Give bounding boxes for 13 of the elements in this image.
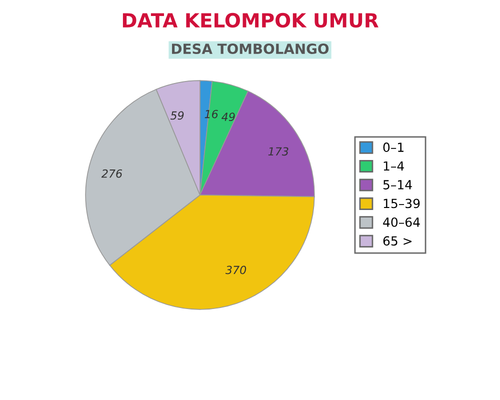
data-label: 59 xyxy=(170,111,184,120)
legend-label: 15–39 xyxy=(384,198,420,208)
chart-subtitle: DESA TOMBOLANGO xyxy=(172,44,329,54)
legend-label: 0–1 xyxy=(383,142,404,152)
data-label: 276 xyxy=(101,169,122,178)
legend-label: 1–4 xyxy=(384,161,404,171)
legend-label: 40–64 xyxy=(383,217,420,227)
legend-label: 65 > xyxy=(383,236,412,246)
data-label: 173 xyxy=(268,147,288,156)
data-label: 370 xyxy=(225,266,246,274)
data-label: 49 xyxy=(222,112,235,122)
chart-title: DATA KELOMPOK UMUR xyxy=(122,12,378,28)
legend-label: 5–14 xyxy=(383,180,412,190)
